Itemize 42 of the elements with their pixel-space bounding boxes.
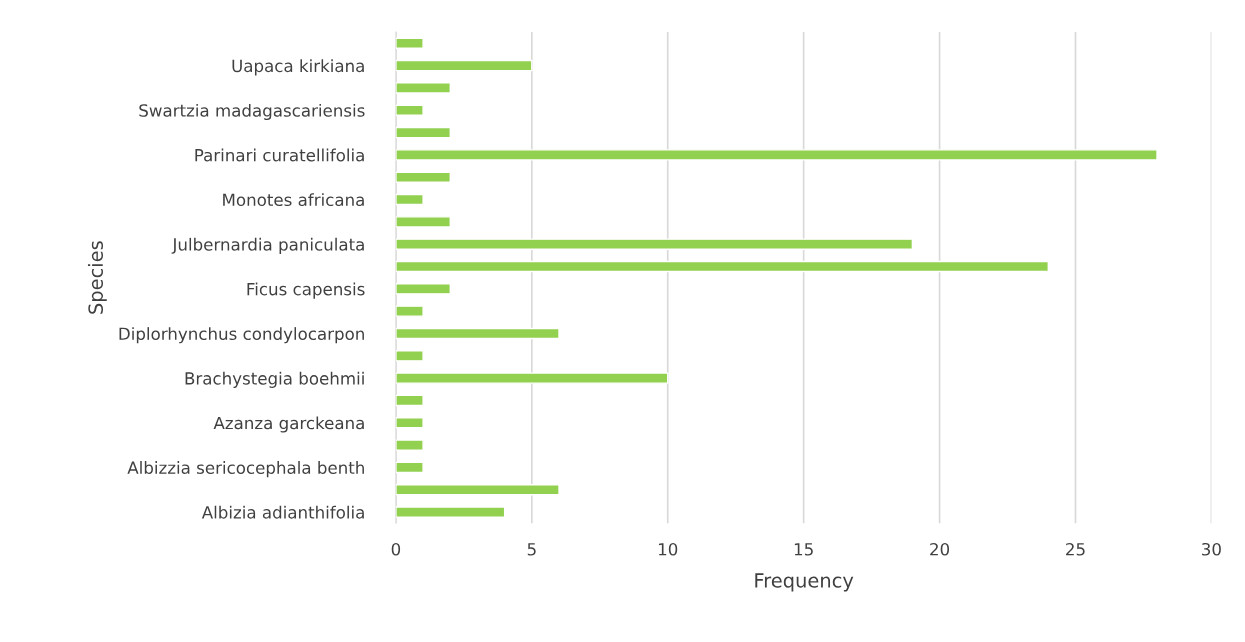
y-tick-label: Julbernardia paniculata bbox=[171, 237, 364, 254]
bar bbox=[395, 260, 1049, 273]
y-tick-label: Brachystegia boehmii bbox=[185, 371, 364, 388]
x-tick-label: 15 bbox=[794, 543, 813, 556]
bar bbox=[395, 439, 424, 451]
bar bbox=[395, 484, 560, 496]
bar bbox=[395, 372, 669, 384]
x-tick-label: 25 bbox=[1066, 542, 1085, 556]
y-tick-label: Albizia adianthifolia bbox=[201, 505, 364, 519]
bar bbox=[395, 104, 424, 116]
bar bbox=[395, 305, 424, 317]
x-tick-label: 30 bbox=[1202, 542, 1221, 556]
bar bbox=[395, 126, 451, 139]
y-axis-title: Species bbox=[87, 241, 107, 314]
y-tick-label: Diplorhynchus condylocarpon bbox=[119, 327, 364, 344]
y-tick-label: Albizzia sericocephala benth bbox=[127, 461, 364, 478]
bar bbox=[395, 149, 1158, 161]
bar bbox=[395, 59, 533, 72]
x-tick-label: 5 bbox=[527, 543, 536, 556]
x-tick-label: 20 bbox=[930, 542, 950, 556]
bar bbox=[395, 327, 560, 340]
y-tick-label: Ficus capensis bbox=[247, 282, 365, 299]
bar bbox=[395, 238, 914, 250]
bar bbox=[395, 193, 424, 206]
bar bbox=[395, 283, 451, 295]
y-tick-label: Monotes africana bbox=[223, 193, 364, 207]
bar bbox=[395, 37, 424, 49]
y-tick-label: Swartzia madagascariensis bbox=[139, 103, 365, 121]
bar bbox=[395, 350, 424, 362]
bar bbox=[395, 506, 506, 518]
y-tick-label: Parinari curatellifolia bbox=[195, 148, 364, 162]
x-tick-label: 0 bbox=[391, 542, 401, 556]
y-tick-label: Uapaca kirkiana bbox=[232, 59, 364, 76]
bar bbox=[395, 216, 451, 228]
bar bbox=[395, 461, 424, 474]
bar bbox=[395, 417, 424, 429]
bar bbox=[395, 394, 424, 407]
bar bbox=[395, 171, 451, 183]
x-axis-title: Frequency bbox=[755, 573, 854, 592]
x-tick-label: 10 bbox=[658, 542, 678, 556]
y-tick-label: Azanza garckeana bbox=[213, 416, 364, 433]
bar bbox=[395, 82, 451, 94]
